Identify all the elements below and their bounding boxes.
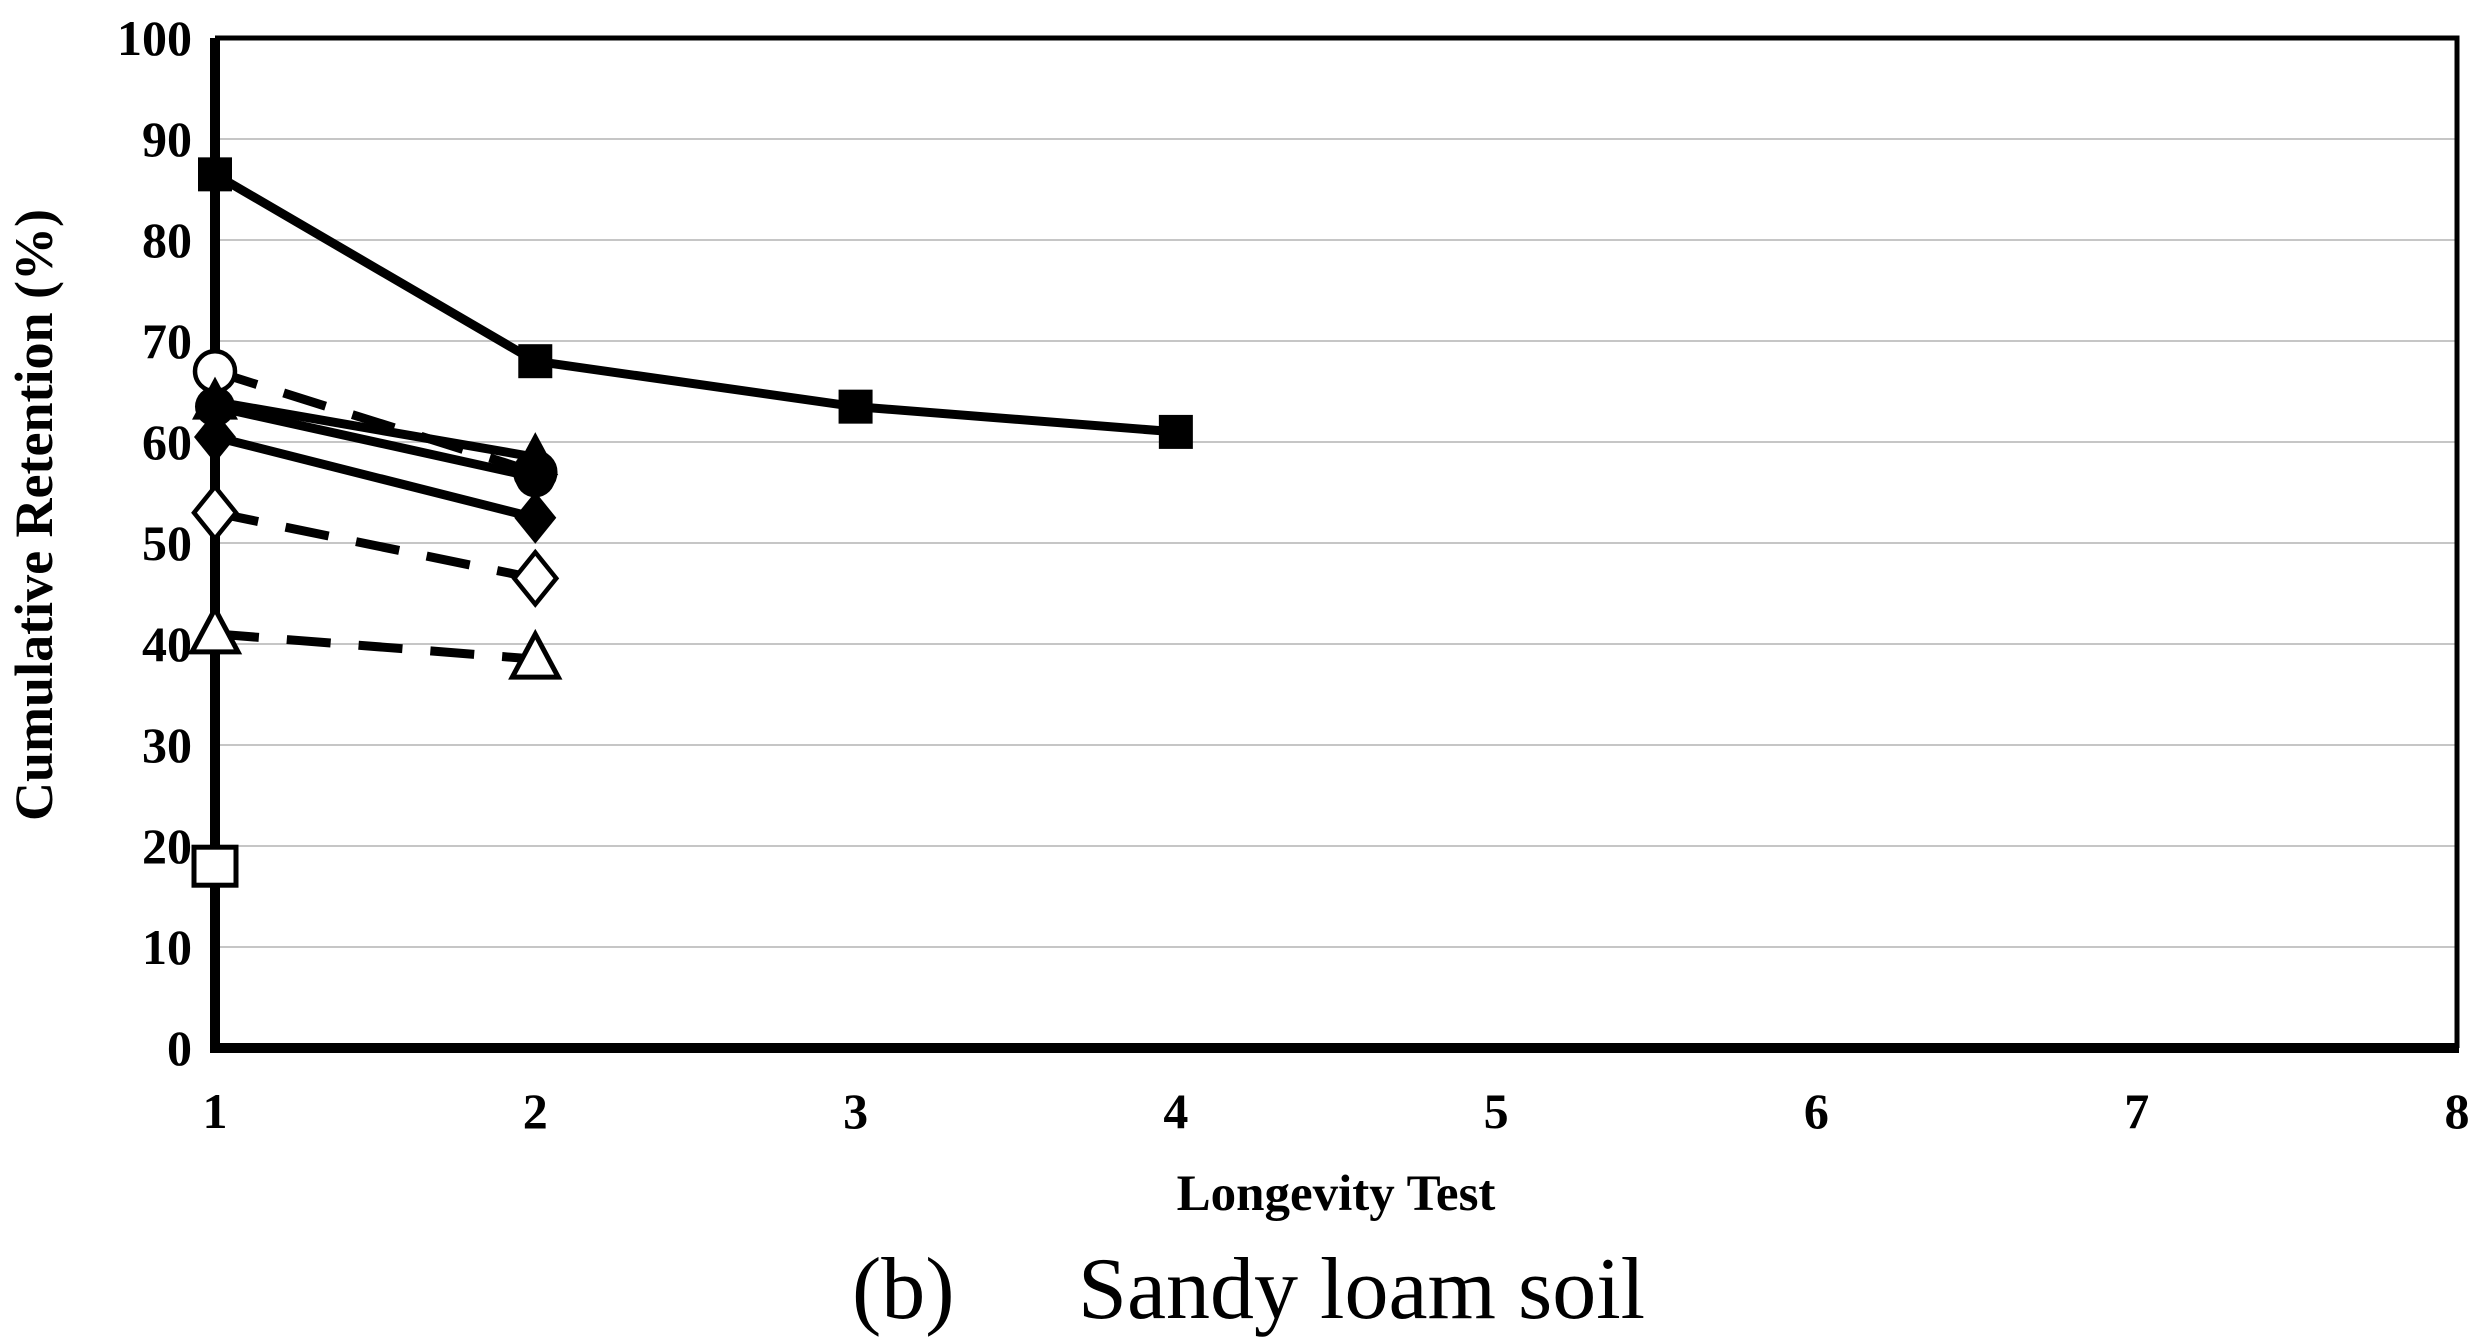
circle-filled-marker xyxy=(515,457,556,498)
diamond-filled-marker xyxy=(514,491,557,544)
square-open-marker xyxy=(191,844,239,888)
tick-labels: 0 10 20 30 40 50 60 70 80 90 100 1 2 3 4 5 6 7 8 xyxy=(117,10,2470,1139)
series-line-open-diamond-dashed xyxy=(214,508,537,583)
y-tick-label-20: 20 xyxy=(142,818,192,874)
y-tick-label-60: 60 xyxy=(142,414,192,470)
circle-filled-marker xyxy=(195,386,235,427)
series-lines xyxy=(212,170,1177,664)
x-tick-label-2: 2 xyxy=(523,1083,548,1139)
x-tick-label-5: 5 xyxy=(1484,1083,1509,1139)
triangle-open-marker xyxy=(187,603,243,655)
series-line-filled-circle-solid xyxy=(214,402,537,482)
x-tick-label-4: 4 xyxy=(1163,1083,1188,1139)
square-filled-marker xyxy=(838,389,873,424)
y-tick-label-40: 40 xyxy=(142,616,192,672)
y-tick-label-0: 0 xyxy=(167,1020,192,1076)
series-open-square-point xyxy=(191,844,239,888)
caption-label: Sandy loam soil xyxy=(1078,1241,1645,1338)
y-tick-label-100: 100 xyxy=(117,10,192,66)
series-filled-diamond-solid xyxy=(194,410,557,544)
square-filled-marker xyxy=(198,157,232,192)
y-tick-label-10: 10 xyxy=(142,919,192,975)
y-tick-label-90: 90 xyxy=(142,111,192,167)
series-line-filled-square-solid xyxy=(212,170,1177,437)
series-line-open-circle-dashed xyxy=(213,367,537,477)
x-tick-label-1: 1 xyxy=(203,1083,228,1139)
x-tick-label-7: 7 xyxy=(2124,1083,2149,1139)
square-filled-marker xyxy=(1158,414,1193,449)
y-tick-label-70: 70 xyxy=(142,313,192,369)
square-filled-marker xyxy=(518,344,553,379)
series-filled-circle-solid xyxy=(195,386,556,498)
plot-frame xyxy=(215,35,2460,1048)
diamond-open-marker xyxy=(191,483,239,543)
caption-index: (b) xyxy=(852,1241,955,1338)
triangle-open-marker xyxy=(508,628,563,680)
gridlines xyxy=(220,138,2457,948)
x-tick-label-6: 6 xyxy=(1804,1083,1829,1139)
diamond-open-marker xyxy=(511,548,560,608)
x-tick-label-3: 3 xyxy=(843,1083,868,1139)
series-line-filled-triangle-solid xyxy=(214,397,537,462)
series-markers xyxy=(187,157,1193,888)
series-open-diamond-dashed xyxy=(191,483,560,608)
series-open-triangle-dashed xyxy=(187,603,563,680)
y-tick-label-80: 80 xyxy=(142,212,192,268)
diamond-filled-marker xyxy=(194,410,236,463)
series-line-filled-diamond-solid xyxy=(213,432,537,523)
y-axis-title: Cumulative Retention (%) xyxy=(4,209,64,821)
x-axis-title: Longevity Test xyxy=(1177,1166,1496,1222)
y-tick-label-50: 50 xyxy=(142,515,192,571)
x-tick-label-8: 8 xyxy=(2445,1083,2470,1139)
y-tick-label-30: 30 xyxy=(142,717,192,773)
chart-plot-area: 0 10 20 30 40 50 60 70 80 90 100 1 2 3 4 5 6 7 8 xyxy=(117,10,2470,1139)
series-line-open-triangle-dashed xyxy=(214,629,536,664)
series-filled-square-solid xyxy=(198,157,1193,449)
